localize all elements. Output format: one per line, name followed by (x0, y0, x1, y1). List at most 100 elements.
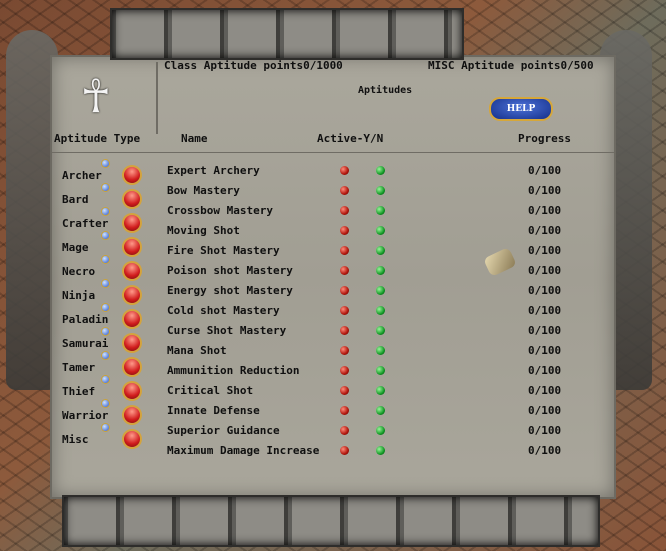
class-label: Bard (62, 193, 89, 206)
class-info-icon[interactable] (102, 160, 109, 167)
aptitude-name: Innate Defense (167, 404, 260, 417)
inactive-toggle[interactable] (340, 266, 349, 275)
column-header: Active-Y/N (317, 132, 384, 145)
title: Aptitudes (358, 85, 413, 96)
class-label: Warrior (62, 409, 109, 422)
class-label: Crafter (62, 217, 109, 230)
class-label: Mage (62, 241, 89, 254)
inactive-toggle[interactable] (340, 306, 349, 315)
divider (156, 62, 158, 134)
aptitude-progress: 0/100 (528, 424, 562, 437)
column-header: Progress (518, 132, 571, 145)
active-toggle[interactable] (376, 426, 385, 435)
active-toggle[interactable] (376, 406, 385, 415)
aptitude-name: Superior Guidance (167, 424, 280, 437)
aptitude-name: Cold shot Mastery (167, 304, 280, 317)
class-info-icon[interactable] (102, 376, 109, 383)
class-label: Paladin (62, 313, 109, 326)
active-toggle[interactable] (376, 386, 385, 395)
class-info-icon[interactable] (102, 352, 109, 359)
aptitude-progress: 0/100 (528, 224, 562, 237)
aptitude-panel: ☥ (50, 55, 616, 499)
aptitude-progress: 0/100 (528, 264, 562, 277)
column-header: Name (181, 132, 208, 145)
class-label: Thief (62, 385, 96, 398)
active-toggle[interactable] (376, 266, 385, 275)
inactive-toggle[interactable] (340, 406, 349, 415)
misc-points: MISC Aptitude points0/500 (428, 59, 594, 72)
dragon-ornament (6, 30, 58, 390)
inactive-toggle[interactable] (340, 246, 349, 255)
active-toggle[interactable] (376, 186, 385, 195)
active-toggle[interactable] (376, 206, 385, 215)
aptitude-name: Fire Shot Mastery (167, 244, 280, 257)
aptitude-name: Ammunition Reduction (167, 364, 300, 377)
active-toggle[interactable] (376, 166, 385, 175)
aptitude-progress: 0/100 (528, 384, 562, 397)
aptitude-progress: 0/100 (528, 284, 562, 297)
aptitude-name: Mana Shot (167, 344, 227, 357)
column-header: Aptitude Type (54, 132, 141, 145)
class-info-icon[interactable] (102, 184, 109, 191)
help-button[interactable]: HELP (489, 97, 553, 121)
aptitude-progress: 0/100 (528, 364, 562, 377)
inactive-toggle[interactable] (340, 286, 349, 295)
aptitude-name: Curse Shot Mastery (167, 324, 287, 337)
aptitude-progress: 0/100 (528, 344, 562, 357)
aptitude-name: Energy shot Mastery (167, 284, 293, 297)
inactive-toggle[interactable] (340, 206, 349, 215)
active-toggle[interactable] (376, 306, 385, 315)
class-label: Ninja (62, 289, 96, 302)
aptitude-name: Expert Archery (167, 164, 260, 177)
class-info-icon[interactable] (102, 232, 109, 239)
inactive-toggle[interactable] (340, 166, 349, 175)
active-toggle[interactable] (376, 326, 385, 335)
inactive-toggle[interactable] (340, 186, 349, 195)
aptitude-progress: 0/100 (528, 444, 562, 457)
top-ornament (110, 8, 464, 60)
aptitude-progress: 0/100 (528, 164, 562, 177)
inactive-toggle[interactable] (340, 226, 349, 235)
aptitude-name: Moving Shot (167, 224, 240, 237)
class-label: Necro (62, 265, 96, 278)
active-toggle[interactable] (376, 246, 385, 255)
active-toggle[interactable] (376, 226, 385, 235)
aptitude-progress: 0/100 (528, 204, 562, 217)
inactive-toggle[interactable] (340, 446, 349, 455)
class-label: Archer (62, 169, 102, 182)
ankh-icon: ☥ (82, 69, 110, 123)
class-info-icon[interactable] (102, 400, 109, 407)
class-label: Tamer (62, 361, 96, 374)
class-info-icon[interactable] (102, 328, 109, 335)
class-label: Misc (62, 433, 89, 446)
inactive-toggle[interactable] (340, 386, 349, 395)
aptitude-progress: 0/100 (528, 244, 562, 257)
class-info-icon[interactable] (102, 256, 109, 263)
inactive-toggle[interactable] (340, 346, 349, 355)
active-toggle[interactable] (376, 346, 385, 355)
class-info-icon[interactable] (102, 208, 109, 215)
class-points: Class Aptitude points0/1000 (164, 59, 343, 72)
aptitude-progress: 0/100 (528, 184, 562, 197)
class-info-icon[interactable] (102, 304, 109, 311)
active-toggle[interactable] (376, 286, 385, 295)
aptitude-progress: 0/100 (528, 304, 562, 317)
bottom-ornament (62, 495, 600, 547)
aptitude-progress: 0/100 (528, 324, 562, 337)
aptitude-name: Poison shot Mastery (167, 264, 293, 277)
class-info-icon[interactable] (102, 424, 109, 431)
class-info-icon[interactable] (102, 280, 109, 287)
inactive-toggle[interactable] (340, 366, 349, 375)
class-label: Samurai (62, 337, 109, 350)
active-toggle[interactable] (376, 446, 385, 455)
inactive-toggle[interactable] (340, 426, 349, 435)
divider (52, 152, 614, 153)
aptitude-progress: 0/100 (528, 404, 562, 417)
aptitude-name: Bow Mastery (167, 184, 240, 197)
aptitude-name: Critical Shot (167, 384, 254, 397)
aptitude-name: Maximum Damage Increase (167, 444, 320, 457)
active-toggle[interactable] (376, 366, 385, 375)
aptitude-name: Crossbow Mastery (167, 204, 273, 217)
inactive-toggle[interactable] (340, 326, 349, 335)
